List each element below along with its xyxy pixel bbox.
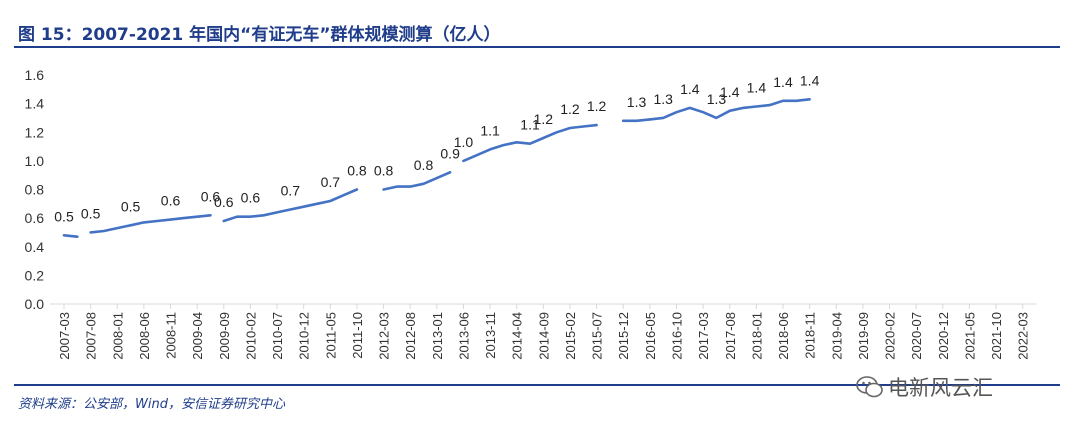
x-tick-label: 2015-07 — [590, 312, 605, 360]
series-line-segment — [222, 188, 359, 223]
x-tick-label: 2019-09 — [856, 312, 871, 360]
x-tick-label: 2007-03 — [57, 312, 72, 360]
x-tick-label: 2010-12 — [297, 312, 312, 360]
y-tick-label: 0.4 — [25, 239, 45, 255]
data-label: 1.4 — [800, 72, 820, 88]
data-label: 0.6 — [241, 190, 261, 206]
chart-title: 图 15：2007-2021 年国内“有证无车”群体规模测算（亿人） — [18, 25, 501, 45]
x-tick-label: 2008-06 — [137, 312, 152, 360]
series-line-segment — [382, 171, 452, 191]
x-tick-label: 2013-11 — [483, 312, 498, 359]
x-tick-label: 2017-08 — [723, 312, 738, 360]
data-label: 1.3 — [627, 94, 647, 110]
y-tick-label: 1.6 — [25, 67, 45, 83]
data-label: 0.8 — [347, 163, 367, 179]
x-tick-label: 2018-06 — [776, 312, 791, 360]
data-label: 1.1 — [480, 122, 500, 138]
x-tick-label: 2014-09 — [536, 312, 551, 360]
x-tick-label: 2018-11 — [803, 312, 818, 359]
x-tick-label: 2021-10 — [989, 312, 1004, 360]
x-tick-label: 2013-01 — [430, 312, 445, 360]
x-tick-label: 2016-05 — [643, 312, 658, 360]
data-label: 0.8 — [414, 157, 434, 173]
y-tick-label: 1.4 — [25, 96, 45, 112]
data-label: 0.5 — [81, 205, 101, 221]
data-label: 0.7 — [321, 174, 341, 190]
series-line-segment — [621, 98, 811, 123]
x-tick-label: 2013-06 — [456, 312, 471, 360]
data-label: 1.2 — [560, 101, 580, 117]
data-label: 0.6 — [214, 194, 234, 210]
data-label: 1.3 — [707, 91, 727, 107]
data-label: 1.4 — [720, 84, 740, 100]
x-tick-label: 2016-10 — [669, 312, 684, 360]
x-tick-label: 2008-01 — [110, 312, 125, 360]
data-label: 1.2 — [534, 111, 554, 127]
data-label: 1.4 — [680, 81, 700, 97]
watermark-text: 电新风云汇 — [888, 376, 993, 400]
y-tick-label: 0.6 — [25, 210, 45, 226]
data-label: 0.9 — [440, 145, 460, 161]
x-tick-label: 2010-07 — [270, 312, 285, 360]
data-label: 1.4 — [773, 74, 793, 90]
y-tick-label: 1.2 — [25, 124, 45, 140]
x-tick-label: 2021-05 — [962, 312, 977, 360]
series-line-segment — [62, 234, 79, 238]
x-tick-label: 2015-12 — [616, 312, 631, 360]
data-label: 0.5 — [121, 198, 141, 214]
footer-rule — [14, 384, 1060, 386]
x-tick-label: 2011-05 — [323, 312, 338, 359]
data-label: 0.6 — [161, 193, 181, 209]
wechat-icon — [856, 376, 883, 398]
data-label: 1.4 — [747, 79, 767, 95]
x-tick-label: 2014-04 — [510, 312, 525, 360]
data-label: 1.1 — [520, 117, 540, 133]
data-label: 0.8 — [374, 163, 394, 179]
x-tick-label: 2008-11 — [164, 312, 179, 359]
y-tick-label: 0.8 — [25, 182, 45, 198]
data-label: 0.5 — [54, 208, 74, 224]
x-tick-label: 2012-08 — [403, 312, 418, 360]
data-label: 1.2 — [587, 98, 607, 114]
x-tick-label: 2007-08 — [84, 312, 99, 360]
series-line-segment — [89, 214, 212, 234]
x-tick-label: 2011-10 — [350, 312, 365, 359]
x-tick-label: 2018-01 — [749, 312, 764, 360]
x-tick-label: 2020-07 — [909, 312, 924, 360]
watermark: 电新风云汇 — [856, 372, 993, 402]
x-tick-label: 2020-02 — [883, 312, 898, 360]
x-tick-label: 2010-02 — [243, 312, 258, 360]
line-chart: 0.0 0.2 0.4 0.6 0.8 1.0 1.2 1.4 1.6 2007-03 2007-0… — [25, 67, 1037, 360]
x-tick-label: 2019-04 — [829, 312, 844, 360]
data-label: 0.7 — [281, 183, 301, 199]
y-tick-label: 0.2 — [25, 267, 45, 283]
source-note: 资料来源：公安部，Wind，安信证券研究中心 — [18, 397, 285, 412]
x-tick-label: 2009-09 — [217, 312, 232, 360]
x-tick-label: 2009-04 — [190, 312, 205, 360]
y-tick-label: 1.0 — [25, 153, 45, 169]
x-tick-label: 2015-02 — [563, 312, 578, 360]
y-tick-label: 0.0 — [25, 296, 45, 312]
data-label: 0.6 — [201, 188, 221, 204]
x-tick-label: 2017-03 — [696, 312, 711, 360]
x-tick-label: 2020-12 — [936, 312, 951, 360]
title-rule — [14, 46, 1060, 48]
x-tick-label: 2022-03 — [1016, 312, 1031, 360]
x-tick-label: 2012-03 — [377, 312, 392, 360]
series-line-segment — [462, 123, 598, 163]
data-label: 1.0 — [454, 134, 474, 150]
data-label: 1.3 — [653, 91, 673, 107]
